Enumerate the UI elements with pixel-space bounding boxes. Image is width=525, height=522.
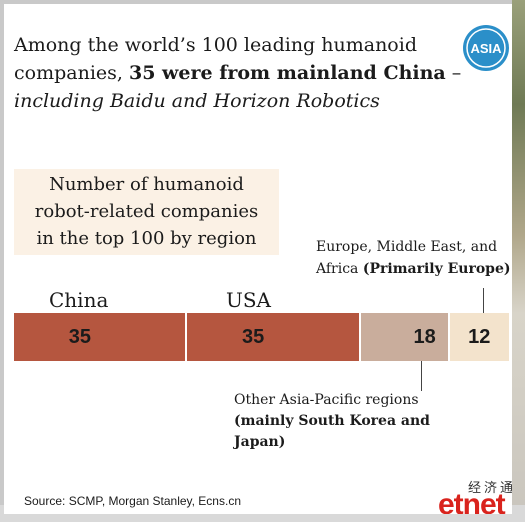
china-label: China — [49, 288, 109, 312]
emea-label: Europe, Middle East, and Africa (Primari… — [316, 236, 511, 280]
watermark-logo: etnet — [438, 488, 506, 515]
apac-leader-line — [421, 361, 422, 391]
apac-label-line-2: (mainly South Korea and — [234, 413, 430, 429]
bar-segment-usa — [187, 313, 361, 361]
chart-title-line-3: in the top 100 by region — [36, 228, 257, 249]
emea-label-line-1: Europe, Middle East, and — [316, 239, 498, 255]
infographic-card: Among the world’s 100 leading humanoid c… — [4, 4, 512, 514]
bar-segment-emea — [449, 313, 509, 361]
usa-label: USA — [226, 288, 271, 312]
bar-segment-china — [14, 313, 188, 361]
emea-label-africa: Africa — [316, 261, 363, 277]
source-note: Source: SCMP, Morgan Stanley, Ecns.cn — [24, 494, 241, 508]
chart-title-line-1: Number of humanoid — [49, 174, 244, 195]
apac-label: Other Asia-Pacific regions (mainly South… — [234, 390, 430, 453]
logo-text: ASIA — [470, 41, 502, 56]
stacked-bar: 35 35 18 12 — [14, 313, 509, 361]
apac-label-line-3: Japan) — [234, 434, 286, 450]
background-edge — [512, 0, 525, 522]
emea-label-line-2: Africa (Primarily Europe) — [316, 258, 511, 280]
headline-dash: – — [445, 62, 462, 84]
bar-value-emea: 12 — [468, 326, 491, 348]
bar-value-usa: 35 — [241, 326, 265, 348]
emea-leader-line — [483, 288, 484, 313]
watermark-chinese: 经济通 — [468, 481, 512, 496]
asia-logo-icon: ASIA — [462, 24, 510, 72]
headline-part1: Among the world’s 100 leading humanoid c… — [14, 34, 417, 84]
chart-title-line-2: robot-related companies — [34, 201, 259, 222]
apac-label-line-1: Other Asia-Pacific regions — [234, 392, 419, 408]
headline-italic: including Baidu and Horizon Robotics — [14, 90, 380, 112]
bar-value-apac: 18 — [413, 326, 436, 348]
bar-value-china: 35 — [68, 326, 91, 348]
bar-segment-apac — [360, 313, 450, 361]
emea-label-note: (Primarily Europe) — [362, 261, 511, 277]
headline: Among the world’s 100 leading humanoid c… — [14, 31, 464, 115]
chart-title-box: Number of humanoid robot-related compani… — [14, 169, 279, 255]
headline-highlight: 35 were from mainland China — [128, 62, 446, 84]
